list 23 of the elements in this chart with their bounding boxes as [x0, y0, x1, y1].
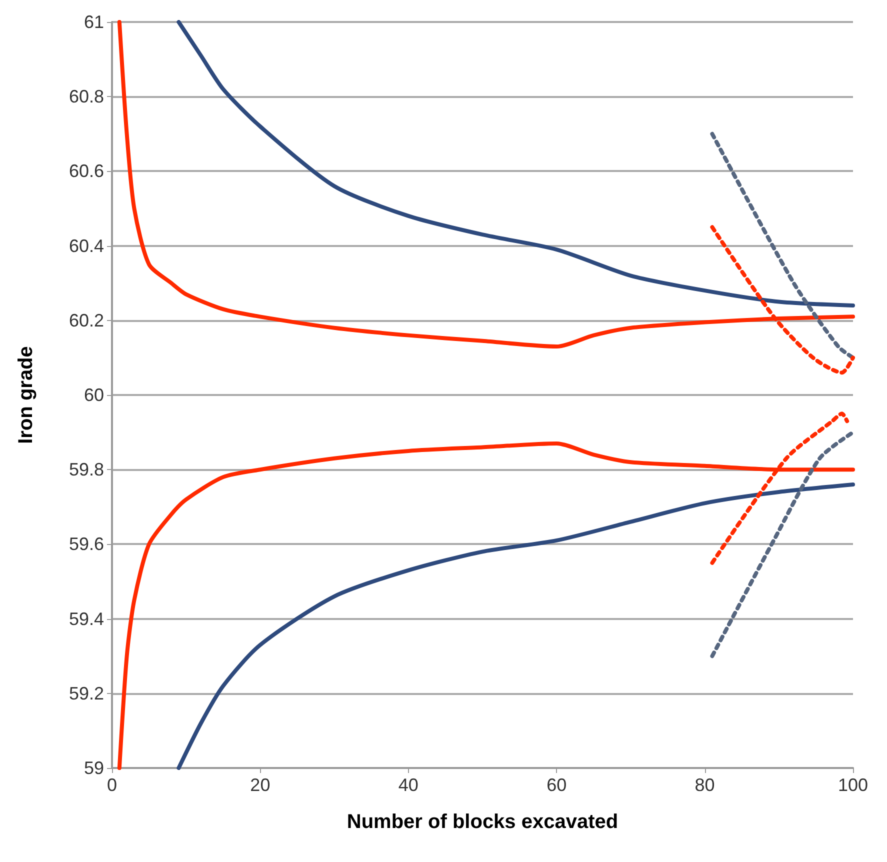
y-tick-label: 59.6 — [68, 534, 104, 554]
x-tick-label: 100 — [838, 775, 868, 795]
line-series — [710, 132, 855, 360]
y-tick-label: 60.8 — [68, 86, 104, 107]
y-tick-label: 61 — [84, 12, 104, 32]
line-series — [176, 20, 855, 308]
y-tick-label: 59.4 — [68, 608, 104, 629]
y-axis-title: Iron grade — [15, 346, 37, 444]
x-tick-label: 40 — [398, 775, 418, 795]
x-tick-label: 80 — [694, 775, 715, 795]
x-axis-title: Number of blocks excavated — [346, 811, 618, 833]
y-tick-label: 59 — [84, 758, 104, 778]
y-tick-label: 59.8 — [68, 460, 104, 480]
line-series — [176, 482, 855, 770]
y-tick-label: 60.4 — [68, 236, 104, 256]
y-tick-label: 60.2 — [68, 310, 104, 330]
x-tick-label: 60 — [546, 775, 567, 795]
line-series — [710, 430, 855, 658]
y-tick-label: 60.6 — [68, 161, 104, 182]
x-tick-label: 0 — [106, 775, 118, 795]
y-tick-label: 59.2 — [68, 683, 104, 704]
x-tick-label: 20 — [250, 775, 270, 795]
y-tick-label: 60 — [84, 385, 104, 405]
